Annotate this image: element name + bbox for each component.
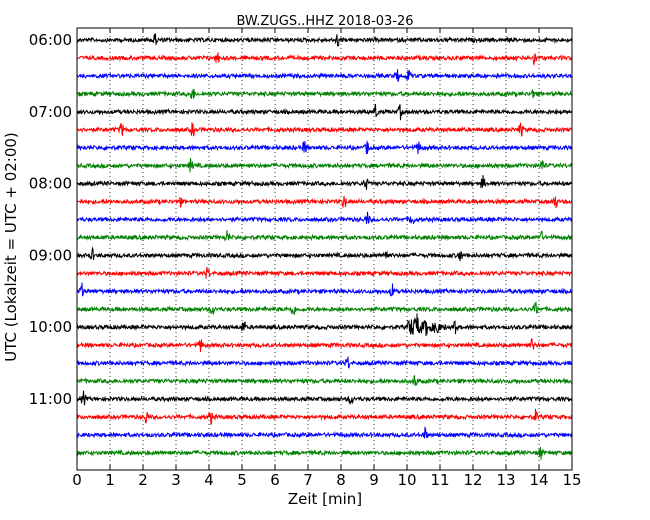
seismogram-trace	[76, 408, 573, 425]
seismogram-trace	[76, 375, 573, 386]
seismogram-trace	[76, 33, 573, 47]
x-tick-label: 9	[369, 471, 379, 489]
x-tick-label: 0	[72, 471, 82, 489]
seismogram-trace	[76, 267, 573, 279]
y-tick-label: 11:00	[29, 390, 72, 408]
x-tick-label: 15	[562, 471, 581, 489]
seismogram-trace	[76, 282, 573, 297]
seismogram-trace	[76, 338, 573, 353]
x-tick-label: 13	[496, 471, 515, 489]
x-tick-label: 2	[138, 471, 148, 489]
seismogram-trace	[76, 426, 573, 439]
seismogram-trace	[76, 89, 573, 99]
x-tick-label: 7	[303, 471, 313, 489]
x-tick-label: 5	[237, 471, 247, 489]
seismogram-trace	[76, 313, 573, 337]
seismogram-traces	[76, 33, 573, 460]
seismogram-trace	[76, 211, 573, 225]
seismogram-trace	[76, 446, 573, 460]
seismogram-trace	[77, 175, 573, 190]
y-tick-label: 09:00	[29, 246, 72, 264]
x-axis: 0 1 2 3 4 5 6 7 8 9 10 11 12 13 14 15	[72, 28, 582, 489]
seismogram-trace	[76, 230, 573, 243]
seismogram-trace	[76, 195, 573, 209]
seismogram-trace	[76, 301, 573, 315]
plot-frame	[76, 27, 573, 471]
seismogram-trace	[76, 103, 573, 121]
x-tick-label: 12	[463, 471, 482, 489]
y-tick-label: 08:00	[29, 175, 72, 193]
y-tick-label: 06:00	[29, 31, 72, 49]
seismogram-trace	[76, 122, 573, 138]
y-axis-label: UTC (Lokalzeit = UTC + 02:00)	[2, 132, 20, 362]
x-tick-label: 4	[204, 471, 214, 489]
seismogram-trace	[76, 246, 573, 262]
y-tick-label: 07:00	[29, 103, 72, 121]
seismogram-trace	[76, 390, 573, 406]
y-tick-label: 10:00	[29, 318, 72, 336]
seismogram-trace	[76, 140, 573, 155]
seismogram-trace	[76, 157, 573, 173]
chart-title: BW.ZUGS..HHZ 2018-03-26	[236, 14, 413, 29]
seismogram-trace	[76, 356, 573, 369]
y-axis: 06:00 07:00 08:00 09:00 10:00 11:00	[29, 31, 572, 408]
x-tick-label: 6	[270, 471, 280, 489]
x-tick-label: 1	[105, 471, 115, 489]
seismogram-trace	[76, 69, 573, 83]
x-tick-label: 3	[171, 471, 181, 489]
grid-lines	[109, 28, 540, 470]
x-tick-label: 10	[397, 471, 416, 489]
x-tick-label: 8	[336, 471, 346, 489]
x-tick-label: 14	[529, 471, 548, 489]
x-axis-label: Zeit [min]	[288, 490, 362, 508]
x-tick-label: 11	[430, 471, 449, 489]
seismogram-trace	[76, 52, 573, 67]
